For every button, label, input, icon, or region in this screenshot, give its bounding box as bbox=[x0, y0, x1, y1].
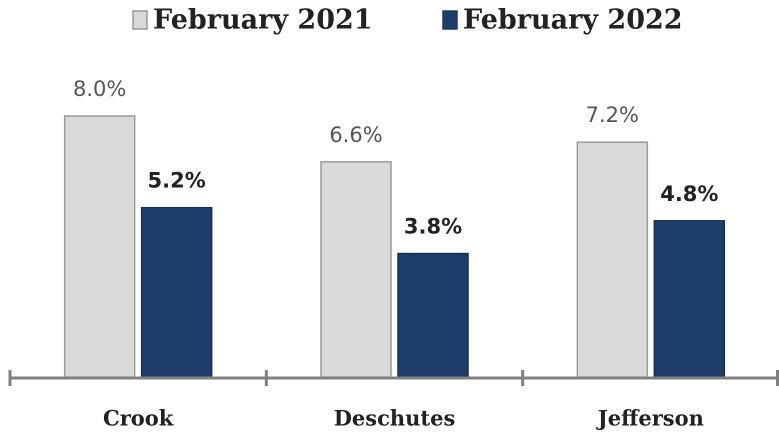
x-tick-label: Deschutes bbox=[334, 406, 456, 431]
bar bbox=[576, 141, 649, 379]
bar bbox=[653, 220, 726, 379]
legend-label: February 2021 bbox=[153, 5, 373, 36]
value-label: 8.0% bbox=[73, 77, 126, 101]
bar bbox=[63, 115, 136, 379]
value-label: 7.2% bbox=[586, 103, 639, 127]
bar bbox=[397, 252, 469, 379]
legend-swatch bbox=[442, 10, 458, 30]
x-tick-label: Crook bbox=[103, 406, 174, 431]
bar bbox=[320, 161, 392, 379]
legend-label: February 2022 bbox=[463, 5, 683, 36]
x-tick-label: Jefferson bbox=[596, 406, 704, 431]
value-label: 4.8% bbox=[660, 182, 718, 206]
value-label: 3.8% bbox=[404, 215, 462, 239]
value-label: 6.6% bbox=[329, 123, 382, 147]
legend-swatch bbox=[132, 10, 148, 30]
bar bbox=[140, 206, 213, 379]
value-label: 5.2% bbox=[148, 169, 206, 193]
